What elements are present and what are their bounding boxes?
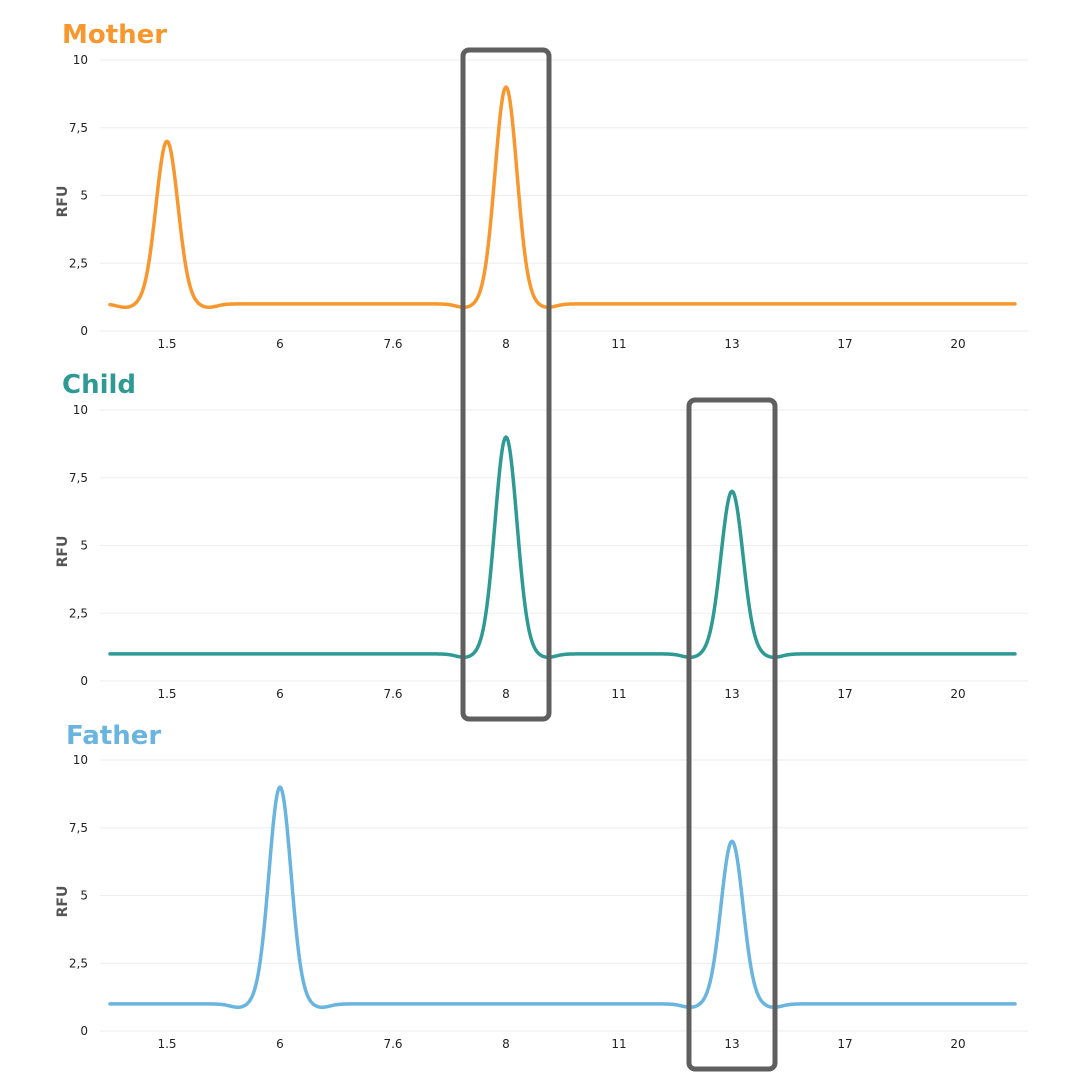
x-tick-label: 6 [276, 1037, 284, 1051]
y-tick-label: 10 [73, 753, 88, 767]
x-tick-label: 17 [837, 1037, 852, 1051]
x-tick-label: 8 [502, 337, 510, 351]
y-tick-label: 0 [80, 674, 88, 688]
panel-mother: 0 2,5 5 7,5 10 RFU 1.5 6 7.6 8 11 13 17 20 [55, 53, 1028, 351]
y-tick-label: 5 [80, 189, 88, 203]
panel-father: 0 2,5 5 7,5 10 RFU 1.5 6 7.6 8 11 13 17 20 [55, 753, 1028, 1051]
y-axis-label: RFU [55, 186, 71, 218]
x-tick-label: 20 [950, 1037, 965, 1051]
y-tick-label: 0 [80, 324, 88, 338]
trace-child [108, 435, 1017, 660]
x-tick-label: 1.5 [157, 687, 176, 701]
x-tick-label: 6 [276, 687, 284, 701]
x-tick-label: 17 [837, 687, 852, 701]
x-tick-label: 17 [837, 337, 852, 351]
y-tick-label: 5 [80, 889, 88, 903]
child-title: Child [62, 370, 137, 400]
y-tick-label: 10 [73, 403, 88, 417]
highlight-box-13 [686, 397, 778, 1072]
x-tick-label: 7.6 [383, 687, 402, 701]
x-tick-label: 8 [502, 1037, 510, 1051]
x-tick-label: 13 [724, 1037, 739, 1051]
x-tick-label: 20 [950, 687, 965, 701]
y-axis-label: RFU [55, 536, 71, 568]
x-tick-label: 20 [950, 337, 965, 351]
father-title: Father [66, 721, 162, 751]
y-axis-label: RFU [55, 886, 71, 918]
y-tick-label: 2,5 [69, 256, 88, 270]
panel-child: 0 2,5 5 7,5 10 RFU 1.5 6 7.6 8 11 13 17 20 [55, 403, 1028, 701]
x-tick-label: 13 [724, 337, 739, 351]
x-tick-label: 1.5 [157, 337, 176, 351]
y-tick-label: 2,5 [69, 956, 88, 970]
y-tick-label: 5 [80, 539, 88, 553]
highlight-box-8 [460, 47, 552, 722]
x-tick-label: 8 [502, 687, 510, 701]
x-tick-label: 13 [724, 687, 739, 701]
mother-title: Mother [62, 20, 168, 50]
x-tick-label: 11 [611, 1037, 626, 1051]
trace-father [108, 785, 1017, 1010]
y-tick-label: 7,5 [69, 471, 88, 485]
trace-mother [108, 85, 1017, 310]
x-tick-label: 7.6 [383, 337, 402, 351]
x-tick-label: 11 [611, 337, 626, 351]
y-tick-label: 7,5 [69, 121, 88, 135]
x-tick-label: 7.6 [383, 1037, 402, 1051]
x-tick-label: 6 [276, 337, 284, 351]
y-tick-label: 10 [73, 53, 88, 67]
y-tick-label: 2,5 [69, 606, 88, 620]
y-tick-label: 7,5 [69, 821, 88, 835]
x-tick-label: 1.5 [157, 1037, 176, 1051]
y-tick-label: 0 [80, 1024, 88, 1038]
x-tick-label: 11 [611, 687, 626, 701]
